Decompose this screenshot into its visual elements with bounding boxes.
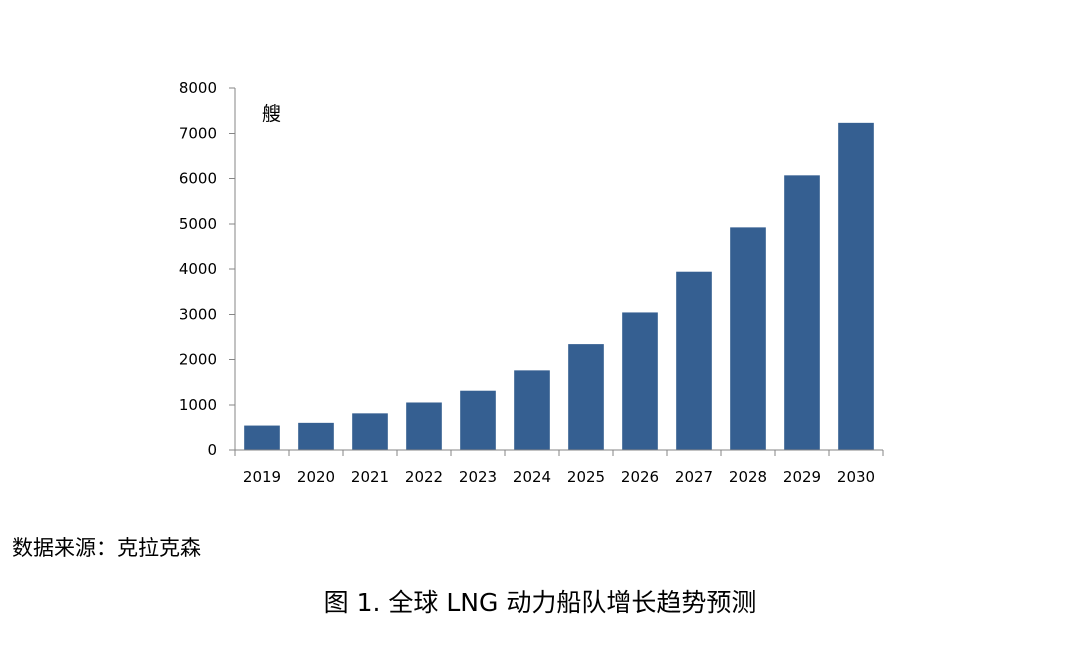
bar-2022 [406, 402, 442, 450]
bar-2024 [514, 370, 550, 450]
bar-2019 [244, 425, 280, 450]
figure-caption: 图 1. 全球 LNG 动力船队增长趋势预测 [323, 588, 757, 617]
x-tick-label: 2028 [729, 468, 767, 486]
bar-2023 [460, 390, 496, 450]
x-tick-label: 2024 [513, 468, 551, 486]
y-axis-ticks: 0 1000 2000 3000 4000 5000 6000 7000 8000 [179, 79, 235, 459]
bar-2028 [730, 227, 766, 450]
x-tick-label: 2029 [783, 468, 821, 486]
bar-2030 [838, 122, 874, 450]
x-tick-label: 2027 [675, 468, 713, 486]
y-tick-label: 4000 [179, 260, 217, 278]
bar-2026 [622, 312, 658, 450]
x-tick-label: 2025 [567, 468, 605, 486]
x-tick-label: 2030 [837, 468, 875, 486]
y-tick-label: 3000 [179, 305, 217, 323]
x-tick-label: 2019 [243, 468, 281, 486]
bar-2025 [568, 344, 604, 450]
source-note: 数据来源：克拉克森 [12, 536, 201, 560]
x-tick-label: 2022 [405, 468, 443, 486]
y-tick-label: 1000 [179, 396, 217, 414]
bar-2027 [676, 271, 712, 450]
y-tick-label: 2000 [179, 351, 217, 369]
y-tick-label: 6000 [179, 170, 217, 188]
y-tick-label: 5000 [179, 215, 217, 233]
y-tick-label: 7000 [179, 124, 217, 142]
x-tick-label: 2026 [621, 468, 659, 486]
x-tick-label: 2023 [459, 468, 497, 486]
bar-2029 [784, 175, 820, 450]
bar-2020 [298, 422, 334, 450]
y-tick-label: 0 [207, 441, 217, 459]
x-axis-ticks: 2019 2020 2021 2022 2023 2024 2025 2026 2027 2028… [234, 450, 884, 486]
x-tick-label: 2020 [297, 468, 335, 486]
x-tick-label: 2021 [351, 468, 389, 486]
bars-group [244, 122, 874, 450]
y-unit-label: 艘 [262, 103, 281, 125]
y-tick-label: 8000 [179, 79, 217, 97]
bar-2021 [352, 413, 388, 450]
